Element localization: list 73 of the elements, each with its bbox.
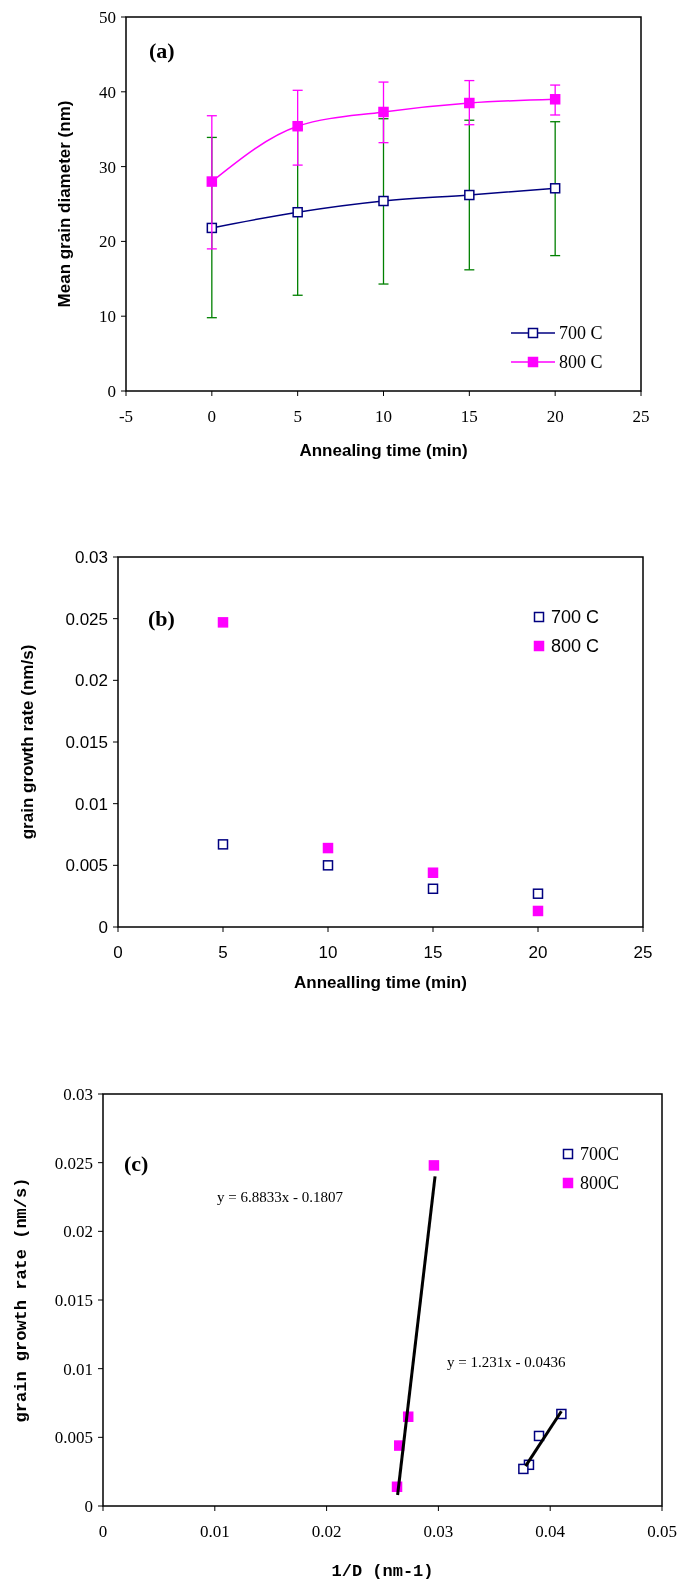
x-tick-label: 5 <box>293 407 302 426</box>
y-tick-label: 0.03 <box>63 1085 93 1104</box>
y-tick-label: 0.025 <box>54 1153 93 1173</box>
y-tick-label: 0.02 <box>63 1222 93 1242</box>
x-tick-label: 0.02 <box>311 1522 342 1541</box>
x-tick-label: 15 <box>423 943 443 962</box>
legend-label: 700C <box>580 1144 620 1164</box>
annotation: (c) <box>124 1151 149 1176</box>
y-axis-title: grain growth rate (nm/s) <box>18 644 37 840</box>
y-tick-label: 0.02 <box>74 671 108 691</box>
point <box>292 206 303 218</box>
x-tick-label: 10 <box>375 407 392 426</box>
y-tick-label: 0.015 <box>65 733 108 752</box>
x-tick-label: 5 <box>218 943 228 962</box>
point <box>428 1160 440 1171</box>
x-tick-label: 10 <box>318 943 338 962</box>
point <box>378 195 389 207</box>
point <box>427 883 439 895</box>
point <box>464 189 475 201</box>
y-tick-label: 0.005 <box>54 1428 93 1448</box>
x-tick-label: 0 <box>207 407 217 426</box>
point <box>322 842 334 854</box>
x-axis-title: Annealing time (min) <box>299 441 468 460</box>
x-tick-label: 20 <box>528 943 548 962</box>
x-tick-label: 20 <box>546 407 564 426</box>
point <box>322 860 334 871</box>
legend-label: 700 C <box>559 323 603 343</box>
y-tick-label: 0.01 <box>63 1359 93 1379</box>
y-tick-label: 10 <box>99 307 116 327</box>
legend-label: 800 C <box>559 352 603 372</box>
x-tick-label: 0.03 <box>423 1522 454 1541</box>
x-tick-label: 25 <box>632 407 650 426</box>
point <box>427 867 439 878</box>
point <box>549 183 561 194</box>
y-tick-label: 40 <box>99 82 116 102</box>
x-tick-label: 0.05 <box>647 1522 677 1541</box>
y-tick-label: 0 <box>107 382 116 401</box>
point <box>464 97 475 109</box>
y-axis-title: grain growth rate (nm/s) <box>12 1177 31 1423</box>
point <box>292 120 303 132</box>
x-tick-label: -5 <box>118 407 134 426</box>
y-tick-label: 0.01 <box>74 794 108 814</box>
x-axis-title: 1/D (nm-1) <box>331 1562 434 1581</box>
y-tick-label: 0.03 <box>74 548 108 567</box>
point <box>532 888 544 899</box>
y-tick-label: 0.025 <box>65 609 108 629</box>
point <box>206 176 218 187</box>
x-axis-title: Annealling time (min) <box>294 973 467 992</box>
legend-label: 800 C <box>551 636 600 656</box>
annotation: (a) <box>149 38 175 63</box>
y-tick-label: 20 <box>99 232 116 252</box>
point <box>217 839 229 850</box>
point <box>217 617 229 628</box>
legend-label: 700 C <box>551 607 600 627</box>
annotation: (b) <box>148 606 175 631</box>
y-tick-label: 0.015 <box>54 1291 93 1310</box>
y-tick-label: 0 <box>98 918 108 937</box>
x-tick-label: 0.04 <box>535 1522 566 1541</box>
annotation: y = 6.8833x - 0.1807 <box>217 1189 344 1205</box>
y-tick-label: 0.005 <box>65 856 108 876</box>
point <box>549 94 561 105</box>
legend-label: 800C <box>580 1173 620 1193</box>
point <box>378 106 389 118</box>
x-tick-label: 25 <box>633 943 653 962</box>
y-tick-label: 0 <box>84 1497 93 1516</box>
y-tick-label: 50 <box>99 8 116 27</box>
x-tick-label: 15 <box>460 407 478 426</box>
y-axis-title: Mean grain diameter (nm) <box>55 100 74 308</box>
annotation: y = 1.231x - 0.0436 <box>447 1354 566 1370</box>
y-tick-label: 30 <box>99 157 116 177</box>
point <box>532 905 544 917</box>
x-tick-label: 0.01 <box>199 1522 230 1541</box>
point <box>518 1463 529 1475</box>
